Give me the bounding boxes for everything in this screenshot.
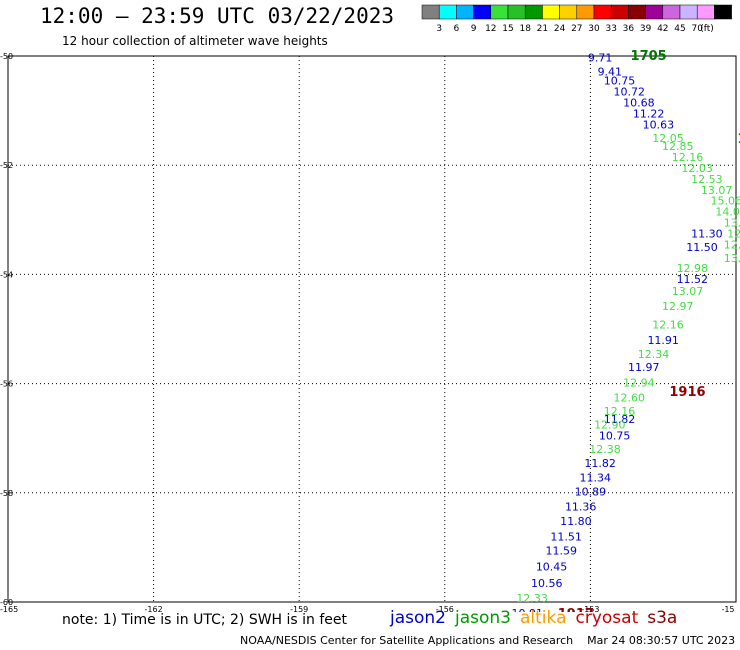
pass-time-label: 1916 xyxy=(669,385,705,400)
color-scale-tick: 9 xyxy=(471,24,477,34)
wave-height-value-jason3: 12.16 xyxy=(672,151,704,164)
y-tick-label: -50 xyxy=(0,52,13,61)
color-swatch xyxy=(714,4,732,20)
wave-height-value-jason2: 11.50 xyxy=(686,241,718,254)
wave-height-value-jason3: 12.34 xyxy=(638,348,670,361)
pass-time-label: 1917 xyxy=(558,607,594,612)
wave-height-value-jason2: 11.80 xyxy=(560,515,592,528)
color-scale-tick: 39 xyxy=(640,24,652,34)
color-scale-tick: 3 xyxy=(436,24,442,34)
x-tick-label: -162 xyxy=(145,605,163,612)
wave-height-value-jason3: 12.94 xyxy=(623,377,655,390)
legend-item-jason2: jason2 xyxy=(390,608,446,628)
wave-height-value-jason3: 12.98 xyxy=(677,262,709,275)
wave-height-value-jason2: 10.89 xyxy=(575,486,607,499)
wave-height-value-jason2: 11.52 xyxy=(677,273,709,286)
x-tick-label: -156 xyxy=(436,605,454,612)
color-scale-tick: 27 xyxy=(571,24,582,34)
wave-height-value-jason3: 13.07 xyxy=(672,285,704,298)
wave-height-value-jason2: 11.51 xyxy=(550,530,582,543)
wave-height-value-jason3: 12.05 xyxy=(652,132,684,145)
wave-height-value-jason2: 11.82 xyxy=(604,413,636,426)
wave-height-value-jason3: 12. xyxy=(727,227,740,240)
wave-height-value-jason3: 12.03 xyxy=(681,162,713,175)
wave-height-value-jason2: 10.72 xyxy=(613,85,645,98)
legend-item-s3a: s3a xyxy=(647,608,678,628)
legend-item-jason3: jason3 xyxy=(455,608,511,628)
wave-height-value-jason2: 9.71 xyxy=(588,52,613,65)
wave-height-value-jason2: 11.59 xyxy=(546,545,578,558)
color-scale-unit: (ft) xyxy=(700,24,714,34)
wave-height-value-jason3: 13.2 xyxy=(724,217,740,230)
wave-height-value-jason2: 9.41 xyxy=(598,65,623,78)
color-scale-tick: 33 xyxy=(605,24,616,34)
wave-height-value-jason2: 10.91 xyxy=(512,607,544,612)
wave-height-value-jason3: 12.38 xyxy=(589,443,621,456)
wave-height-value-jason2: 10.75 xyxy=(604,75,636,88)
color-scale-tick: 24 xyxy=(554,24,566,34)
y-tick-label: -58 xyxy=(0,489,13,498)
wave-height-value-jason3: 12.53 xyxy=(691,173,723,186)
color-scale-tick: 12 xyxy=(485,24,496,34)
wave-height-value-jason2: 11.30 xyxy=(691,227,723,240)
wave-height-value-jason3: 14.06 xyxy=(715,206,740,219)
page-subtitle: 12 hour collection of altimeter wave hei… xyxy=(62,34,328,48)
color-scale-tick: 18 xyxy=(519,24,531,34)
wave-height-value-jason3: 12.4 xyxy=(724,238,740,251)
wave-height-value-jason3: 12.85 xyxy=(662,140,694,153)
y-tick-label: -56 xyxy=(0,380,13,389)
y-tick-label: -52 xyxy=(0,161,13,170)
wave-height-value-jason2: 10.56 xyxy=(531,577,563,590)
wave-height-value-jason2: 11.22 xyxy=(633,107,665,120)
wave-height-value-jason3: 12.60 xyxy=(613,391,645,404)
wave-height-value-jason2: 11.34 xyxy=(580,472,612,485)
wave-height-value-jason3: 13.1 xyxy=(724,252,740,265)
color-scale-tick: 21 xyxy=(537,24,548,34)
pass-time-label: 1706 xyxy=(737,132,740,147)
credit-text: NOAA/NESDIS Center for Satellite Applica… xyxy=(240,634,574,647)
satellite-legend: jason2 jason3 altika cryosat s3a xyxy=(390,608,686,628)
legend-item-altika: altika xyxy=(520,608,567,628)
wave-height-value-jason3: 12.90 xyxy=(594,419,626,432)
x-tick-label: -153 xyxy=(581,605,599,612)
color-scale-tick: 70 xyxy=(691,24,703,34)
color-scale-legend: 3 6 9 12 15 18 21 24 27 30 33 36 39 42 45 70(ft) xyxy=(421,4,732,34)
wave-height-plot: -50 -52 -54 -56 -58 -60-165 -162 -159 -156 -153 -1… xyxy=(0,49,740,612)
wave-height-value-jason2: 10.68 xyxy=(623,96,655,109)
x-tick-label: -15 xyxy=(721,605,734,612)
color-scale-tick: 6 xyxy=(454,24,460,34)
y-tick-label: -54 xyxy=(0,270,13,279)
color-scale-tick: 45 xyxy=(674,24,685,34)
footer-note: note: 1) Time is in UTC; 2) SWH is in fe… xyxy=(62,612,348,628)
wave-height-value-jason2: 11.82 xyxy=(584,457,616,470)
wave-height-value-jason2: 11.91 xyxy=(647,334,679,347)
wave-height-value-jason3: 12.33 xyxy=(516,592,548,605)
wave-height-value-jason2: 10.45 xyxy=(536,561,568,574)
wave-height-value-jason3: 12.16 xyxy=(652,319,684,332)
pass-time-label: 1705 xyxy=(631,49,667,64)
legend-item-cryosat: cryosat xyxy=(575,608,639,628)
wave-height-value-jason2: 11.36 xyxy=(565,500,597,513)
color-scale-tick: 36 xyxy=(623,24,635,34)
y-tick-label: -60 xyxy=(0,598,13,607)
wave-height-value-jason2: 10.63 xyxy=(643,118,675,131)
wave-height-value-jason3: 12.16 xyxy=(604,405,636,418)
plot-frame xyxy=(7,55,737,603)
wave-height-value-jason3: 12.97 xyxy=(662,300,694,313)
page-title: 12:00 – 23:59 UTC 03/22/2023 xyxy=(40,4,395,28)
color-scale-tick: 15 xyxy=(502,24,513,34)
footer-credit: NOAA/NESDIS Center for Satellite Applica… xyxy=(240,634,735,647)
wave-height-value-jason2: 11.97 xyxy=(628,361,660,374)
x-tick-label: -165 xyxy=(0,605,18,612)
color-scale-tick: 42 xyxy=(657,24,668,34)
color-scale-tick: 30 xyxy=(588,24,600,34)
x-tick-label: -159 xyxy=(290,605,308,612)
wave-height-value-jason3: 13.07 xyxy=(701,184,733,197)
wave-height-value-jason3: 15.06 xyxy=(711,195,740,208)
timestamp: Mar 24 08:30:57 UTC 2023 xyxy=(587,634,736,647)
wave-height-value-jason2: 10.75 xyxy=(599,429,631,442)
